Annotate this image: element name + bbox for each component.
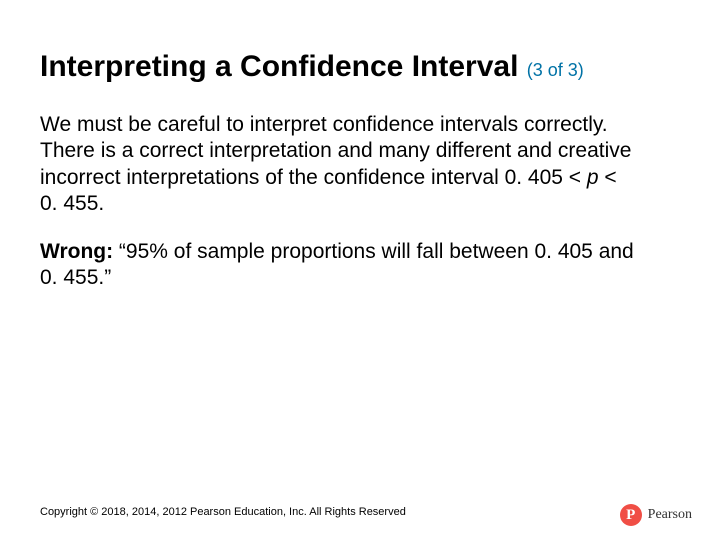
wrong-label: Wrong: (40, 240, 113, 263)
paragraph-intro: We must be careful to interpret confiden… (40, 112, 640, 217)
logo-wordmark: Pearson (648, 507, 692, 523)
logo-letter: P (626, 507, 635, 524)
paragraph-part1: We must be careful to interpret confiden… (40, 113, 631, 189)
paragraph-wrong: Wrong: “95% of sample proportions will f… (40, 239, 640, 292)
title-main: Interpreting a Confidence Interval (40, 50, 518, 83)
copyright-footer: Copyright © 2018, 2014, 2012 Pearson Edu… (40, 506, 406, 518)
slide-container: Interpreting a Confidence Interval (3 of… (0, 0, 720, 540)
title-page-indicator: (3 of 3) (527, 60, 584, 80)
wrong-text: “95% of sample proportions will fall bet… (40, 240, 634, 289)
pearson-logo: P Pearson (620, 504, 692, 526)
variable-p: p (587, 166, 599, 189)
logo-circle-icon: P (620, 504, 642, 526)
slide-title: Interpreting a Confidence Interval (3 of… (40, 50, 680, 84)
